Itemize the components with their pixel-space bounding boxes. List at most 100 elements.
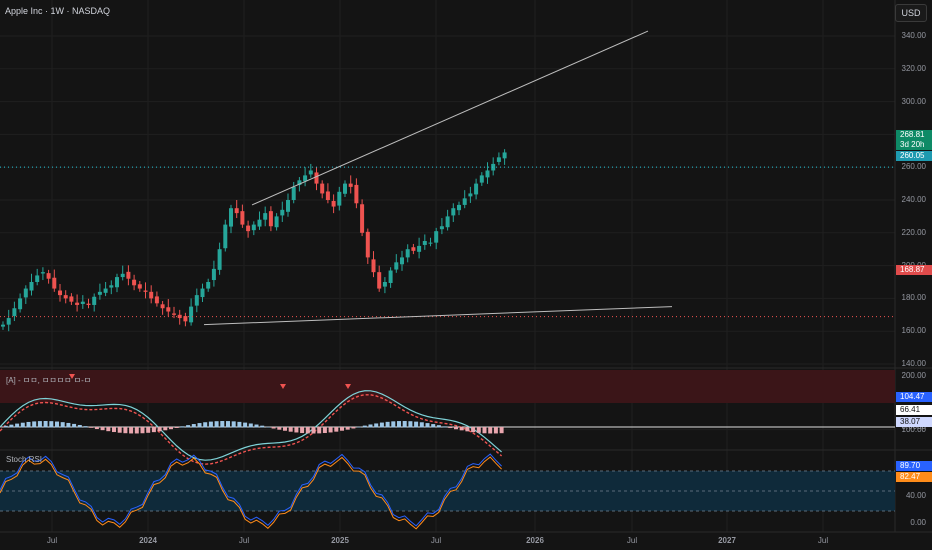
candle-body [314, 172, 319, 184]
macd-line [0, 390, 502, 461]
candle-body [365, 231, 370, 258]
time-tick-label: Jul [430, 536, 442, 545]
candle-body [268, 211, 273, 227]
candle-body [337, 191, 342, 206]
macd-histogram-bar [362, 425, 367, 428]
last-price-tag: 268.81 [896, 130, 932, 140]
macd-histogram-bar [454, 427, 458, 430]
macd-histogram-bar [243, 422, 248, 428]
macd-histogram-bar [397, 421, 401, 428]
candle-body [115, 277, 119, 288]
macd-histogram-bar [83, 426, 88, 428]
candle-body [211, 268, 216, 281]
time-tick-label: 2027 [718, 536, 736, 545]
candle-body [291, 186, 296, 200]
candle-body [46, 273, 51, 279]
macd-histogram-bar [476, 427, 481, 433]
candle-body [320, 183, 325, 194]
macd-histogram-bar [140, 427, 145, 434]
macd-histogram-bar [191, 424, 196, 428]
dotted-level-tag: 260.05 [896, 151, 932, 161]
macd-histogram-bar [60, 422, 65, 428]
macd-histogram-bar [237, 421, 242, 428]
macd-histogram-bar [146, 427, 151, 433]
candle-body [382, 282, 387, 287]
macd-histogram-bar [163, 427, 168, 431]
overbought-zone [0, 370, 895, 403]
macd-histogram-bar [49, 421, 54, 428]
candle-body [394, 262, 399, 270]
candle-body [143, 290, 148, 292]
candle-body [109, 285, 114, 288]
macd-histogram-bar [32, 421, 37, 428]
stoch-k-line [0, 453, 502, 527]
candle-body [502, 152, 507, 159]
macd-indicator-label[interactable]: [A] - ㅁㅁ, ㅁㅁㅁㅁ ㅁ-ㅁ [6, 376, 92, 385]
macd-histogram-bar [129, 427, 134, 434]
macd-histogram-bar [208, 421, 213, 428]
macd-histogram-bar [265, 426, 270, 428]
candle-body [331, 200, 336, 207]
macd-histogram-bar [379, 422, 384, 428]
candle-body [160, 304, 165, 309]
candle-body [280, 209, 285, 216]
indicator-tick-label: 200.00 [901, 371, 926, 380]
macd-histogram-bar [169, 427, 173, 430]
macd-histogram-bar [203, 422, 208, 428]
macd-histogram-bar [436, 425, 441, 428]
candle-body [132, 279, 137, 286]
candle-body [474, 183, 479, 195]
macd-histogram-bar [180, 426, 185, 428]
candle-body [422, 241, 427, 245]
candle-body [417, 245, 422, 252]
macd-tag-1: 104.47 [896, 392, 932, 402]
stoch-d-tag: 82.47 [896, 472, 932, 482]
macd-histogram-bar [448, 427, 453, 429]
candle-body [286, 200, 290, 212]
candle-body [97, 291, 102, 295]
macd-histogram-bar [157, 427, 162, 432]
macd-histogram-bar [425, 423, 430, 428]
candle-body [468, 193, 473, 197]
candle-body [246, 225, 251, 232]
candle-body [348, 183, 353, 187]
candle-body [189, 306, 194, 323]
candle-body [354, 184, 359, 204]
macd-histogram-bar [340, 427, 344, 431]
candle-body [439, 226, 444, 230]
candle-body [6, 318, 11, 325]
symbol-title[interactable]: Apple Inc · 1W · NASDAQ [5, 6, 111, 16]
macd-histogram-bar [322, 427, 327, 434]
candle-body [297, 180, 302, 185]
candle-body [496, 157, 501, 162]
macd-histogram-bar [431, 424, 436, 428]
stoch-d-line [0, 456, 502, 530]
candle-body [166, 307, 171, 312]
macd-histogram-bar [385, 421, 390, 428]
macd-histogram-bar [391, 421, 396, 428]
candle-body [23, 288, 28, 298]
candle-body [274, 216, 279, 228]
price-tick-label: 340.00 [901, 31, 926, 40]
macd-histogram-bar [0, 427, 2, 428]
stoch-rsi-label[interactable]: Stoch RSI [6, 455, 43, 464]
time-tick-label: Jul [817, 536, 829, 545]
currency-button[interactable]: USD [895, 4, 927, 22]
candle-body [251, 224, 256, 231]
candle-body [154, 296, 159, 304]
candle-body [229, 208, 233, 227]
macd-histogram-bar [15, 423, 20, 428]
macd-histogram-bar [20, 422, 25, 428]
macd-histogram-bar [186, 425, 191, 428]
price-tick-label: 140.00 [901, 359, 926, 368]
candle-body [428, 242, 433, 244]
candle-body [149, 291, 154, 299]
price-tick-label: 100.00 [901, 424, 926, 434]
candle-body [183, 316, 188, 322]
macd-histogram-bar [493, 427, 498, 434]
macd-histogram-bar [459, 427, 464, 431]
macd-histogram-bar [368, 424, 373, 428]
macd-histogram-bar [402, 421, 407, 428]
macd-histogram-bar [231, 421, 236, 428]
